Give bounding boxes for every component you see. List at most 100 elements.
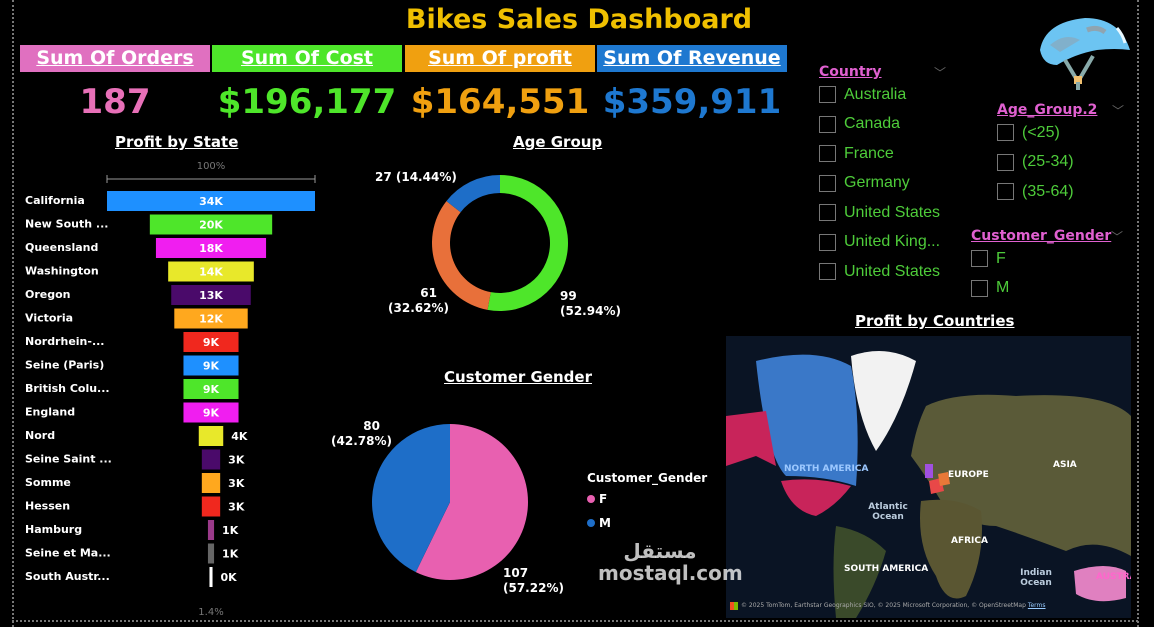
funnel-data-label: 3K	[228, 501, 245, 514]
funnel-bar[interactable]	[155, 238, 267, 258]
legend-item[interactable]: M	[599, 516, 611, 530]
slicer-option-label: United States	[844, 262, 941, 280]
funnel-bar[interactable]	[171, 285, 251, 305]
map-label: SOUTH AMERICA	[844, 564, 929, 574]
terms-link[interactable]: Terms	[1027, 602, 1046, 609]
map-title: Profit by Countries	[855, 312, 1015, 330]
slice-young-adults[interactable]	[432, 201, 491, 310]
funnel-bar[interactable]	[201, 496, 221, 517]
watermark: مستقل mostaql.com	[598, 539, 743, 585]
map-label: ASIA	[1053, 460, 1077, 470]
slicer-option-label: United States	[844, 203, 941, 221]
slicer-option[interactable]: Germany	[819, 169, 910, 199]
legend-marker	[587, 495, 595, 503]
slicer-option[interactable]: (35-64)	[997, 177, 1074, 207]
slicer-option[interactable]: United King...	[819, 228, 940, 258]
checkbox[interactable]	[971, 250, 988, 268]
funnel-data-label: 9K	[203, 360, 220, 373]
funnel-bar[interactable]	[183, 402, 239, 423]
checkbox[interactable]	[819, 174, 836, 192]
funnel-bar[interactable]	[201, 473, 221, 493]
slicer-option-label: Germany	[844, 174, 910, 192]
profit-by-countries-map[interactable]: NORTH AMERICA EUROPE ASIA Atlantic Ocean…	[726, 336, 1131, 618]
map-label: AUSTRAI	[1096, 572, 1131, 582]
slicer-option[interactable]: France	[819, 139, 894, 169]
slicer-option-label: (35-64)	[1022, 182, 1074, 200]
slicer-option-label: (25-34)	[1022, 153, 1074, 171]
slice-adults[interactable]	[487, 175, 568, 311]
slicer-option[interactable]: Australia	[819, 80, 906, 110]
funnel-bar[interactable]	[107, 191, 315, 211]
funnel-category-label: Nord	[25, 429, 55, 442]
kpi-header: Sum Of profit	[405, 45, 595, 72]
checkbox[interactable]	[997, 153, 1014, 171]
funnel-data-label: 1K	[222, 524, 239, 537]
slicer-option[interactable]: Canada	[819, 110, 900, 140]
slicer-option[interactable]: United States	[819, 198, 940, 228]
funnel-bar[interactable]	[183, 379, 239, 399]
slicer-option-label: United King...	[844, 233, 941, 251]
chevron-down-icon[interactable]: ﹀	[934, 66, 947, 80]
funnel-bar[interactable]	[201, 449, 221, 470]
funnel-data-label: 12K	[199, 313, 223, 326]
slicer-option-label: Australia	[844, 85, 907, 103]
slice-pct-label: (32.62%)	[388, 301, 449, 315]
funnel-bar[interactable]	[207, 520, 215, 540]
slicer-option-label: M	[996, 279, 1010, 297]
chevron-down-icon[interactable]: ﹀	[1111, 230, 1124, 244]
slice-data-label: 61	[420, 286, 437, 300]
funnel-bar[interactable]	[183, 355, 239, 376]
funnel-bar[interactable]	[183, 332, 239, 352]
slicer-option[interactable]: United States	[819, 257, 940, 287]
funnel-bar[interactable]	[174, 308, 248, 329]
checkbox[interactable]	[997, 183, 1014, 201]
map-label: Atlantic Ocean	[868, 502, 908, 522]
funnel-bar[interactable]	[207, 543, 215, 564]
slicer-option[interactable]: F	[971, 244, 1006, 274]
funnel-data-label: 9K	[203, 407, 220, 420]
funnel-top-label: 100%	[197, 161, 226, 172]
slicer-option[interactable]: (25-34)	[997, 148, 1074, 178]
profit-by-state-funnel: 100% California 34K New South ... 20K Queensl…	[25, 161, 316, 618]
funnel-category-label: Seine Saint ...	[25, 453, 112, 466]
frame-left	[12, 0, 14, 627]
funnel-bar[interactable]	[209, 567, 213, 587]
checkbox[interactable]	[819, 115, 836, 133]
funnel-category-label: England	[25, 406, 75, 419]
checkbox[interactable]	[819, 145, 836, 163]
slice-pct-label: (52.94%)	[560, 304, 621, 318]
slice-pct-label: (57.22%)	[503, 581, 564, 595]
funnel-category-label: Seine et Ma...	[25, 547, 111, 560]
slicer-option-label: Canada	[844, 115, 901, 133]
checkbox[interactable]	[819, 86, 836, 104]
funnel-category-label: New South ...	[25, 218, 108, 231]
slicer-option-label: F	[996, 249, 1006, 267]
slice-data-label: 27 (14.44%)	[375, 170, 457, 184]
kpi-value: $359,911	[602, 82, 782, 122]
checkbox[interactable]	[819, 263, 836, 281]
slice-youth[interactable]	[446, 175, 500, 213]
slice-m[interactable]	[372, 424, 450, 573]
checkbox[interactable]	[819, 233, 836, 251]
chevron-down-icon[interactable]: ﹀	[1112, 104, 1125, 118]
slicer-option[interactable]: M	[971, 274, 1009, 304]
slice-f[interactable]	[415, 424, 528, 580]
funnel-category-label: Queensland	[25, 241, 98, 254]
funnel-bar[interactable]	[168, 261, 254, 282]
dashboard-title: Bikes Sales Dashboard	[405, 4, 753, 35]
funnel-category-label: Nordrhein-...	[25, 335, 104, 348]
funnel-data-label: 4K	[231, 430, 248, 443]
slicer-option[interactable]: (<25)	[997, 118, 1060, 148]
funnel-bar[interactable]	[149, 214, 273, 235]
checkbox[interactable]	[997, 124, 1014, 142]
funnel-data-label: 0K	[221, 571, 238, 584]
funnel-data-label: 34K	[199, 195, 223, 208]
slicer-option-label: France	[844, 144, 894, 162]
checkbox[interactable]	[971, 279, 988, 297]
customer-gender-pie: 107(57.22%) 80(42.78%) Customer_Gender FM	[331, 419, 707, 595]
checkbox[interactable]	[819, 204, 836, 222]
legend-item[interactable]: F	[599, 492, 607, 506]
kpi-header: Sum Of Cost	[212, 45, 402, 72]
funnel-data-label: 18K	[199, 242, 223, 255]
funnel-bar[interactable]	[198, 426, 224, 446]
